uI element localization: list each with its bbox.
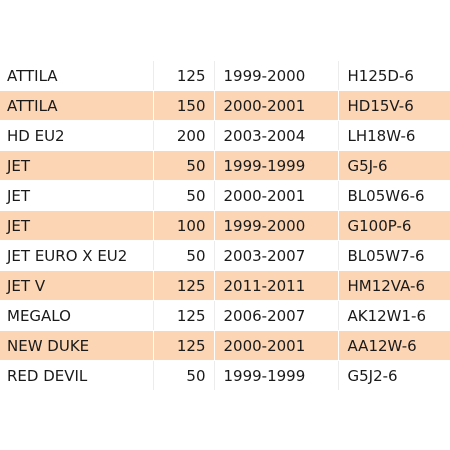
displacement-cell: 100 [153,210,215,241]
model-cell: JET V [0,270,154,301]
displacement-cell: 50 [153,150,215,181]
model-cell: ATTILA [0,61,154,91]
part-code-cell: G5J2-6 [338,360,450,391]
years-cell: 2000-2001 [214,90,339,121]
part-code-cell: HM12VA-6 [338,270,450,301]
years-cell: 2006-2007 [214,300,339,331]
displacement-cell: 50 [153,180,215,211]
model-cell: ATTILA [0,90,154,121]
part-code-cell: LH18W-6 [338,120,450,151]
part-code-cell: AA12W-6 [338,330,450,361]
model-cell: JET [0,150,154,181]
table-row: RED DEVIL 50 1999-1999 G5J2-6 [0,360,450,391]
years-cell: 1999-2000 [214,61,339,91]
part-code-cell: G5J-6 [338,150,450,181]
years-cell: 1999-2000 [214,210,339,241]
displacement-cell: 200 [153,120,215,151]
compatibility-table: ATTILA 125 1999-2000 H125D-6 ATTILA 150 … [0,61,450,391]
model-cell: HD EU2 [0,120,154,151]
part-code-cell: BL05W6-6 [338,180,450,211]
table-row: MEGALO 125 2006-2007 AK12W1-6 [0,300,450,331]
displacement-cell: 150 [153,90,215,121]
displacement-cell: 125 [153,330,215,361]
table-row: HD EU2 200 2003-2004 LH18W-6 [0,120,450,151]
years-cell: 2003-2007 [214,240,339,271]
model-cell: RED DEVIL [0,360,154,391]
model-cell: JET EURO X EU2 [0,240,154,271]
years-cell: 2000-2001 [214,180,339,211]
model-cell: JET [0,180,154,211]
years-cell: 1999-1999 [214,360,339,391]
part-code-cell: HD15V-6 [338,90,450,121]
table-row: ATTILA 125 1999-2000 H125D-6 [0,61,450,91]
table-row: JET V 125 2011-2011 HM12VA-6 [0,270,450,301]
table-row: NEW DUKE 125 2000-2001 AA12W-6 [0,330,450,361]
part-code-cell: BL05W7-6 [338,240,450,271]
years-cell: 2011-2011 [214,270,339,301]
years-cell: 2000-2001 [214,330,339,361]
table-row: ATTILA 150 2000-2001 HD15V-6 [0,90,450,121]
model-cell: MEGALO [0,300,154,331]
part-code-cell: G100P-6 [338,210,450,241]
years-cell: 2003-2004 [214,120,339,151]
displacement-cell: 50 [153,240,215,271]
table-row: JET EURO X EU2 50 2003-2007 BL05W7-6 [0,240,450,271]
displacement-cell: 125 [153,300,215,331]
years-cell: 1999-1999 [214,150,339,181]
model-cell: NEW DUKE [0,330,154,361]
model-cell: JET [0,210,154,241]
displacement-cell: 125 [153,270,215,301]
table-row: JET 50 2000-2001 BL05W6-6 [0,180,450,211]
displacement-cell: 50 [153,360,215,391]
table-row: JET 50 1999-1999 G5J-6 [0,150,450,181]
part-code-cell: H125D-6 [338,61,450,91]
part-code-cell: AK12W1-6 [338,300,450,331]
table-row: JET 100 1999-2000 G100P-6 [0,210,450,241]
displacement-cell: 125 [153,61,215,91]
